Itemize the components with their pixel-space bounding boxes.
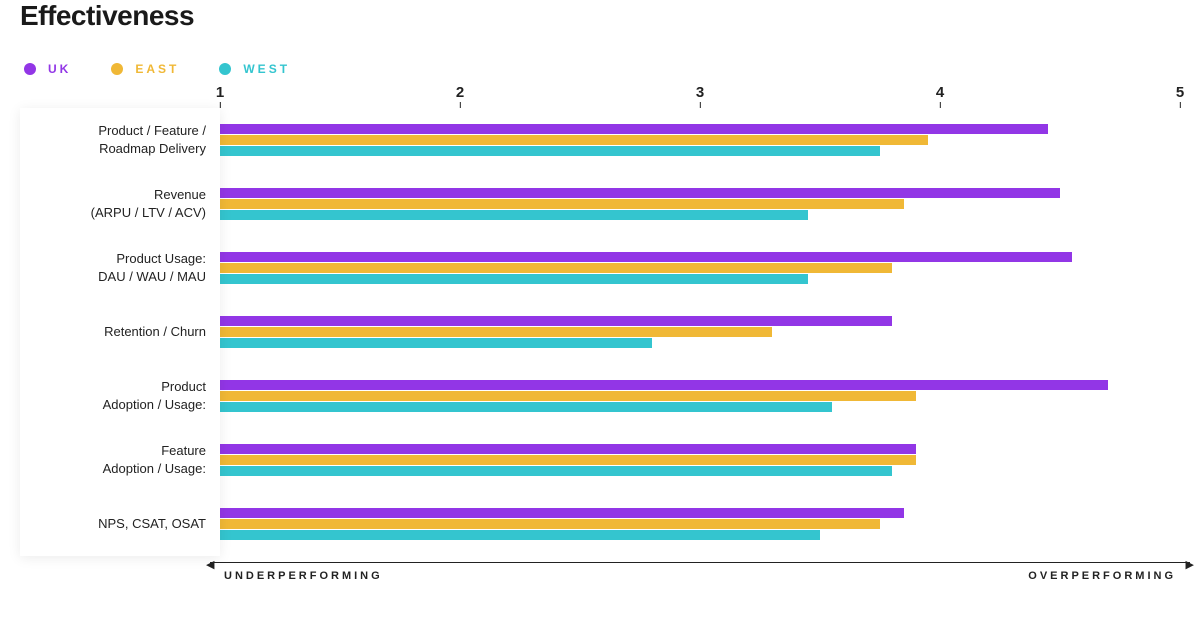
bar-west [220,402,832,412]
axis-tick: 3 [696,84,704,108]
bar-east [220,391,916,401]
arrow-left-icon: ◀ [206,558,214,571]
category-label: FeatureAdoption / Usage: [20,428,220,492]
legend-label-west: WEST [243,62,290,76]
bar-east [220,199,904,209]
bar-east [220,327,772,337]
bar-group [220,172,1180,236]
bar-west [220,274,808,284]
bar-uk [220,380,1108,390]
swatch-west [219,63,231,75]
category-label: ProductAdoption / Usage: [20,364,220,428]
category-label: Retention / Churn [20,300,220,364]
bar-east [220,263,892,273]
bar-group [220,108,1180,172]
bar-west [220,210,808,220]
chart-title: Effectiveness [20,0,1180,32]
bars-column [220,108,1180,556]
arrow-right-icon: ▶ [1186,558,1194,571]
legend: UK EAST WEST [20,62,1180,76]
bar-uk [220,508,904,518]
axis-tick: 5 [1176,84,1184,108]
category-column: Product / Feature /Roadmap DeliveryReven… [20,108,220,556]
legend-item-uk: UK [24,62,71,76]
category-label: Revenue(ARPU / LTV / ACV) [20,172,220,236]
axis-tick: 4 [936,84,944,108]
bar-group [220,364,1180,428]
bar-uk [220,444,916,454]
bar-east [220,519,880,529]
legend-item-west: WEST [219,62,290,76]
bar-west [220,466,892,476]
bottom-axis: ◀ ▶ UNDERPERFORMING OVERPERFORMING [20,562,1180,592]
bar-group [220,236,1180,300]
legend-label-east: EAST [135,62,179,76]
bar-uk [220,124,1048,134]
chart-area: 12345 Product / Feature /Roadmap Deliver… [20,84,1180,592]
swatch-uk [24,63,36,75]
underperforming-label: UNDERPERFORMING [224,570,383,582]
axis-line [210,562,1190,563]
bar-uk [220,188,1060,198]
top-axis: 12345 [20,84,1180,108]
axis-scale: 12345 [220,84,1180,108]
bar-group [220,492,1180,556]
overperforming-label: OVERPERFORMING [1028,570,1176,582]
category-label: Product Usage:DAU / WAU / MAU [20,236,220,300]
bar-east [220,135,928,145]
bar-group [220,428,1180,492]
bar-west [220,146,880,156]
axis-tick: 1 [216,84,224,108]
bar-west [220,530,820,540]
bar-uk [220,252,1072,262]
bar-east [220,455,916,465]
legend-label-uk: UK [48,62,71,76]
bar-west [220,338,652,348]
category-label: NPS, CSAT, OSAT [20,492,220,556]
swatch-east [111,63,123,75]
bar-uk [220,316,892,326]
bar-group [220,300,1180,364]
axis-tick: 2 [456,84,464,108]
legend-item-east: EAST [111,62,179,76]
category-label: Product / Feature /Roadmap Delivery [20,108,220,172]
